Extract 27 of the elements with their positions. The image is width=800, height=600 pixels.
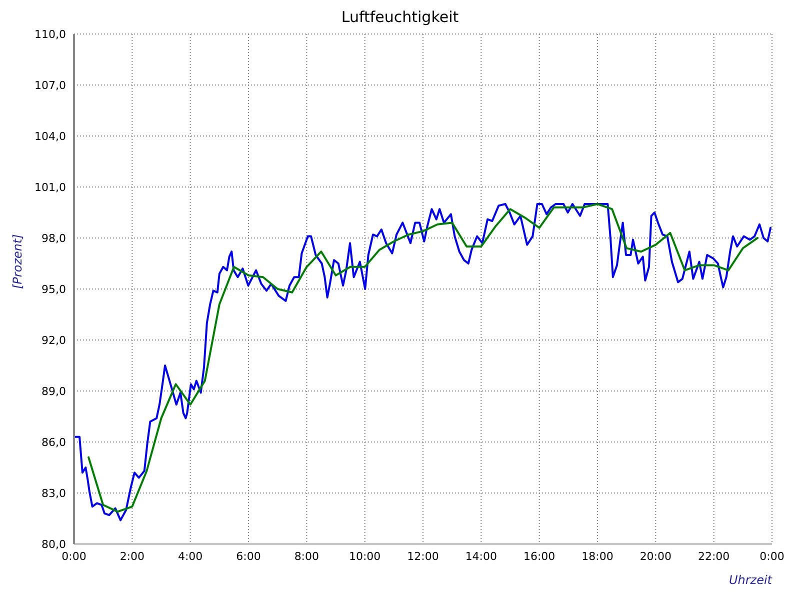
y-tick-label: 83,0 [42,486,66,500]
x-tick-label: 8:00 [294,550,320,563]
x-tick-label: 12:00 [407,550,439,563]
y-tick-label: 101,0 [34,180,66,194]
y-tick-label: 80,0 [42,538,66,551]
y-tick-label: 95,0 [42,282,66,296]
x-axis-title: Uhrzeit [728,573,774,587]
y-tick-label: 110,0 [34,28,66,41]
y-tick-label: 86,0 [42,436,66,449]
x-tick-label: 0:00 [760,550,784,563]
x-tick-label: 0:00 [62,550,86,563]
chart-title: Luftfeuchtigkeit [340,8,460,28]
x-tick-label: 6:00 [236,550,261,563]
y-tick-label: 98,0 [42,232,66,245]
y-axis-title: [Prozent] [10,234,24,289]
x-tick-label: 14:00 [465,550,498,563]
y-tick-label: 104,0 [34,130,66,143]
y-tick-label: 89,0 [42,384,66,398]
x-tick-label: 4:00 [178,550,203,563]
x-tick-label: 18:00 [582,550,614,563]
y-tick-label: 92,0 [42,334,66,347]
x-tick-label: 10:00 [348,550,381,563]
x-tick-label: 16:00 [523,550,556,563]
y-tick-label: 107,0 [34,78,66,92]
x-tick-label: 2:00 [120,550,145,563]
x-tick-label: 20:00 [640,550,672,563]
x-tick-label: 22:00 [698,550,730,563]
